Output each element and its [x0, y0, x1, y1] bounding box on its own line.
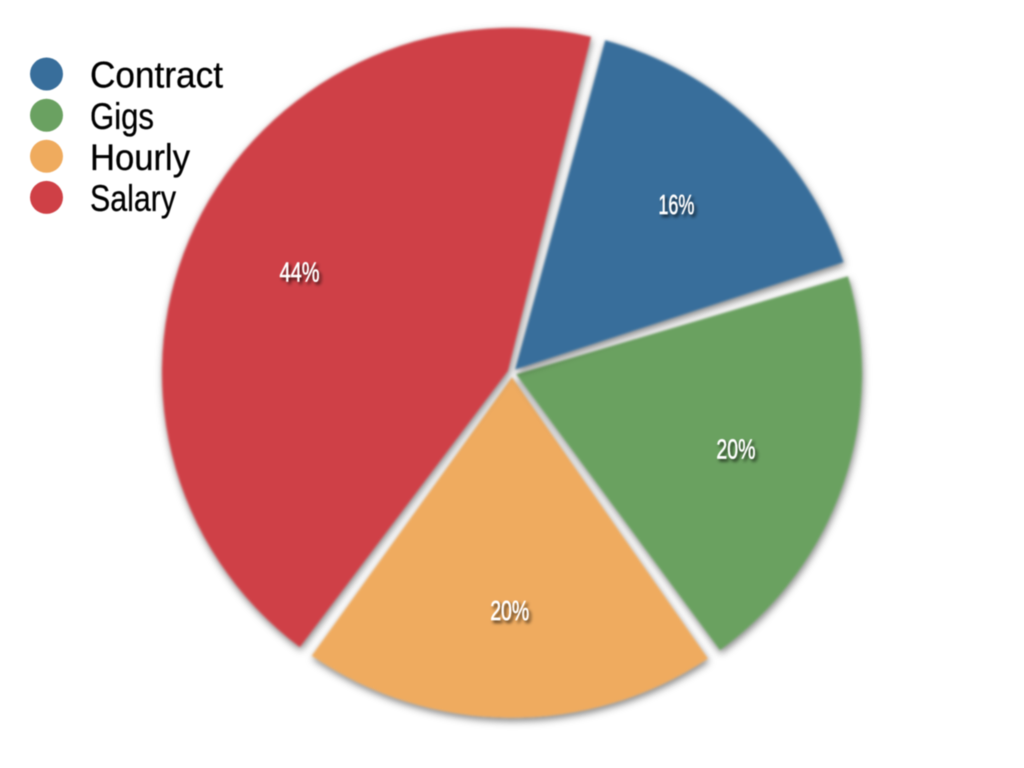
svg-text:16%: 16% — [658, 189, 694, 220]
svg-text:20%: 20% — [716, 434, 755, 465]
svg-text:Contract: Contract — [90, 55, 224, 96]
svg-text:Salary: Salary — [90, 178, 176, 219]
svg-text:Hourly: Hourly — [90, 137, 190, 178]
svg-text:Gigs: Gigs — [90, 96, 154, 137]
svg-text:20%: 20% — [490, 595, 529, 626]
svg-text:44%: 44% — [280, 257, 320, 288]
